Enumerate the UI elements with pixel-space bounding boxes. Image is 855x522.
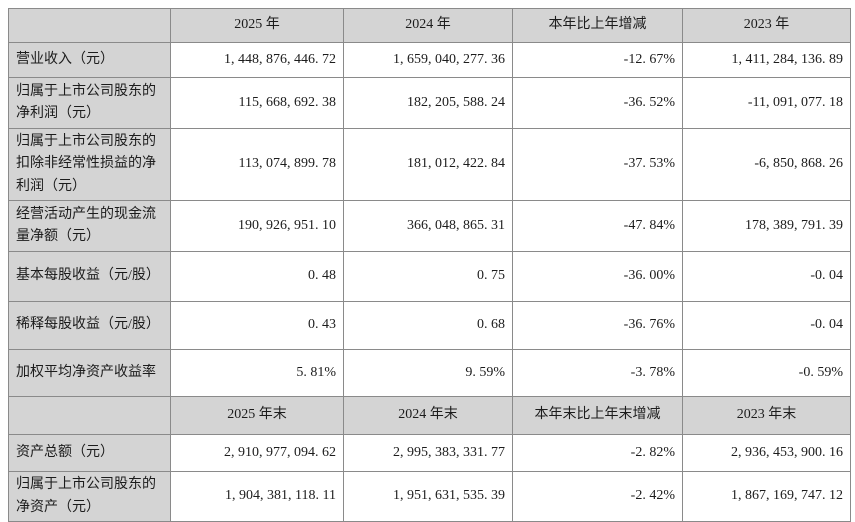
table-row-total-assets: 资产总额（元） 2, 910, 977, 094. 62 2, 995, 383… bbox=[8, 434, 851, 473]
row-label: 营业收入（元） bbox=[8, 42, 171, 78]
cell-value: 366, 048, 865. 31 bbox=[343, 200, 513, 253]
row-label: 资产总额（元） bbox=[8, 434, 171, 473]
cell-value: -2. 42% bbox=[512, 471, 683, 522]
cell-value: 115, 668, 692. 38 bbox=[170, 77, 344, 129]
cell-value: -12. 67% bbox=[512, 42, 683, 78]
cell-value: 2, 910, 977, 094. 62 bbox=[170, 434, 344, 473]
cell-value: 9. 59% bbox=[343, 349, 513, 398]
header-yoy-change: 本年比上年增减 bbox=[512, 8, 683, 43]
cell-value: 0. 43 bbox=[170, 301, 344, 351]
financial-summary-table: 2025 年 2024 年 本年比上年增减 2023 年 营业收入（元） 1, … bbox=[8, 8, 851, 522]
header-2025-end: 2025 年末 bbox=[170, 396, 344, 436]
row-label: 归属于上市公司股东的净利润（元） bbox=[8, 77, 171, 129]
cell-value: -0. 04 bbox=[682, 251, 851, 303]
cell-value: -37. 53% bbox=[512, 127, 683, 202]
table-row-operating-cash-flow: 经营活动产生的现金流量净额（元） 190, 926, 951. 10 366, … bbox=[8, 200, 851, 253]
header-2023: 2023 年 bbox=[682, 8, 851, 43]
header-blank bbox=[8, 396, 171, 436]
header-2025: 2025 年 bbox=[170, 8, 344, 43]
table-row-weighted-avg-roe: 加权平均净资产收益率 5. 81% 9. 59% -3. 78% -0. 59% bbox=[8, 349, 851, 398]
header-row-period-end: 2025 年末 2024 年末 本年末比上年末增减 2023 年末 bbox=[8, 396, 851, 436]
cell-value: 190, 926, 951. 10 bbox=[170, 200, 344, 253]
cell-value: 1, 867, 169, 747. 12 bbox=[682, 471, 851, 522]
cell-value: -6, 850, 868. 26 bbox=[682, 127, 851, 202]
cell-value: 0. 48 bbox=[170, 251, 344, 303]
cell-value: 113, 074, 899. 78 bbox=[170, 127, 344, 202]
table-row-deducted-net-profit: 归属于上市公司股东的扣除非经常性损益的净利润（元） 113, 074, 899.… bbox=[8, 127, 851, 202]
table-row-basic-eps: 基本每股收益（元/股） 0. 48 0. 75 -36. 00% -0. 04 bbox=[8, 251, 851, 303]
cell-value: 181, 012, 422. 84 bbox=[343, 127, 513, 202]
cell-value: -11, 091, 077. 18 bbox=[682, 77, 851, 129]
cell-value: -36. 52% bbox=[512, 77, 683, 129]
cell-value: -36. 00% bbox=[512, 251, 683, 303]
cell-value: 1, 659, 040, 277. 36 bbox=[343, 42, 513, 78]
header-2024: 2024 年 bbox=[343, 8, 513, 43]
table-row-revenue: 营业收入（元） 1, 448, 876, 446. 72 1, 659, 040… bbox=[8, 42, 851, 78]
row-label: 经营活动产生的现金流量净额（元） bbox=[8, 200, 171, 253]
cell-value: -2. 82% bbox=[512, 434, 683, 473]
cell-value: 1, 951, 631, 535. 39 bbox=[343, 471, 513, 522]
row-label: 归属于上市公司股东的净资产（元） bbox=[8, 471, 171, 522]
header-2023-end: 2023 年末 bbox=[682, 396, 851, 436]
cell-value: -0. 04 bbox=[682, 301, 851, 351]
cell-value: 2, 995, 383, 331. 77 bbox=[343, 434, 513, 473]
cell-value: 0. 75 bbox=[343, 251, 513, 303]
row-label: 基本每股收益（元/股） bbox=[8, 251, 171, 303]
cell-value: 1, 411, 284, 136. 89 bbox=[682, 42, 851, 78]
table-row-net-assets: 归属于上市公司股东的净资产（元） 1, 904, 381, 118. 11 1,… bbox=[8, 471, 851, 522]
row-label: 归属于上市公司股东的扣除非经常性损益的净利润（元） bbox=[8, 127, 171, 202]
cell-value: -47. 84% bbox=[512, 200, 683, 253]
table-row-diluted-eps: 稀释每股收益（元/股） 0. 43 0. 68 -36. 76% -0. 04 bbox=[8, 301, 851, 351]
cell-value: -36. 76% bbox=[512, 301, 683, 351]
header-blank bbox=[8, 8, 171, 43]
cell-value: 182, 205, 588. 24 bbox=[343, 77, 513, 129]
cell-value: -3. 78% bbox=[512, 349, 683, 398]
cell-value: 178, 389, 791. 39 bbox=[682, 200, 851, 253]
table-row-net-profit: 归属于上市公司股东的净利润（元） 115, 668, 692. 38 182, … bbox=[8, 77, 851, 129]
cell-value: 2, 936, 453, 900. 16 bbox=[682, 434, 851, 473]
row-label: 稀释每股收益（元/股） bbox=[8, 301, 171, 351]
cell-value: 5. 81% bbox=[170, 349, 344, 398]
cell-value: 1, 448, 876, 446. 72 bbox=[170, 42, 344, 78]
header-2024-end: 2024 年末 bbox=[343, 396, 513, 436]
header-row-annual: 2025 年 2024 年 本年比上年增减 2023 年 bbox=[8, 8, 851, 43]
cell-value: -0. 59% bbox=[682, 349, 851, 398]
header-end-yoy-change: 本年末比上年末增减 bbox=[512, 396, 683, 436]
row-label: 加权平均净资产收益率 bbox=[8, 349, 171, 398]
cell-value: 0. 68 bbox=[343, 301, 513, 351]
cell-value: 1, 904, 381, 118. 11 bbox=[170, 471, 344, 522]
